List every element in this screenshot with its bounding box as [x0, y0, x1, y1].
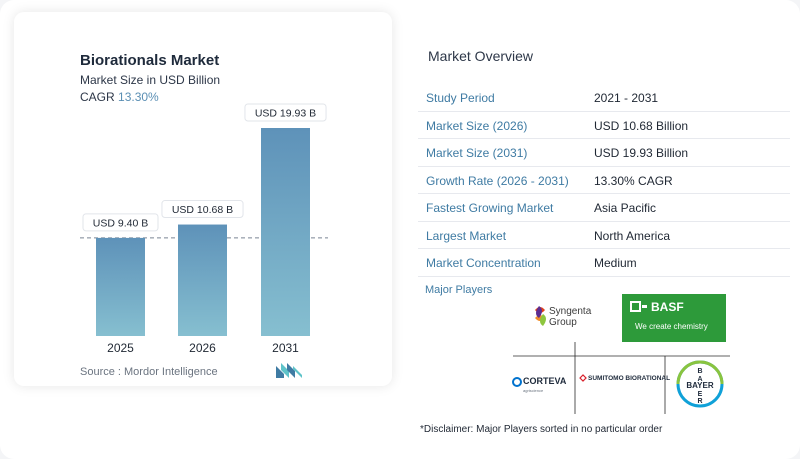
overview-row-value: Medium [594, 256, 637, 270]
chart-title: Biorationals Market [80, 52, 220, 69]
mordor-logo-icon [276, 363, 302, 378]
syngenta-logo-icon [535, 306, 546, 326]
basf-dash-icon [642, 305, 647, 308]
overview-row-value: 2021 - 2031 [594, 91, 659, 105]
data-label-bg [161, 200, 244, 219]
overview-title: Market Overview [428, 48, 534, 64]
overview-row: Study Period 2021 - 2031 [418, 84, 790, 112]
x-tick-label-2026: 2026 [189, 341, 216, 355]
bayer-logo-icon [676, 360, 724, 408]
overview-row-value: 13.30% CAGR [594, 173, 673, 188]
overview-row-label: Largest Market [426, 228, 507, 243]
overview-row: Largest Market North America [418, 222, 790, 249]
sumitomo-name: SUMITOMO BIORATIONAL [588, 375, 670, 382]
overview-row: Market Size (2031) USD 19.93 Billion [418, 139, 790, 167]
overview-row: Growth Rate (2026 - 2031) 13.30% CAGR [418, 167, 790, 194]
major-players-title: Major Players [425, 284, 493, 296]
x-tick-label-2031: 2031 [272, 341, 299, 355]
svg-text:A: A [697, 376, 702, 383]
corteva-logo-icon [512, 377, 522, 387]
bar-2031 [261, 128, 310, 336]
cagr-value: 13.30% [118, 90, 159, 104]
overview-row-value: Asia Pacific [594, 201, 657, 215]
overview-row-label: Study Period [426, 91, 495, 105]
data-label-bg [82, 213, 159, 232]
overview-row-value: USD 19.93 Billion [594, 146, 689, 160]
overview-row: Market Size (2026) USD 10.68 Billion [418, 112, 790, 139]
overview-row: Fastest Growing Market Asia Pacific [418, 194, 790, 222]
bar-chart: USD 9.40 B 2025 USD 10.68 B 2026 USD 19.93 B… [80, 103, 328, 355]
bar-2026 [178, 224, 227, 336]
data-label-2031: USD 19.93 B [255, 108, 316, 120]
overview-row-label: Growth Rate (2026 - 2031) [426, 173, 569, 188]
svg-text:R: R [697, 398, 702, 405]
data-label-2025: USD 9.40 B [93, 217, 148, 229]
cagr-label: CAGR [80, 90, 115, 104]
x-tick-label-2025: 2025 [107, 341, 134, 355]
cagr-line: CAGR 13.30% [80, 90, 159, 104]
player-logos: Syngenta Group BASF We create chemistry … [512, 294, 730, 414]
basf-name: BASF [651, 300, 684, 314]
basf-square-icon [630, 301, 641, 312]
chart-subtitle: Market Size in USD Billion [80, 73, 221, 87]
svg-text:E: E [698, 391, 703, 398]
syngenta-group: Group [549, 317, 577, 328]
basf-tagline: We create chemistry [635, 322, 708, 331]
overview-row-label: Market Size (2031) [426, 146, 528, 160]
svg-text:B: B [697, 368, 702, 375]
overview-row-value: North America [594, 228, 671, 243]
overview-row-value: USD 10.68 Billion [594, 118, 689, 133]
data-label-bg [244, 103, 327, 122]
overview-table: Study Period 2021 - 2031 Market Size (2026… [418, 84, 790, 277]
data-label-2026: USD 10.68 B [172, 204, 233, 216]
corteva-name: CORTEVA [523, 376, 567, 386]
overview-row: Market Concentration Medium [418, 249, 790, 277]
bayer-name: BAYER [686, 381, 713, 390]
overview-row-label: Fastest Growing Market [426, 201, 554, 215]
syngenta-name: Syngenta [549, 306, 592, 317]
disclaimer: *Disclaimer: Major Players sorted in no … [420, 424, 663, 435]
overview-row-label: Market Concentration [426, 256, 541, 270]
corteva-sub: agriscience [523, 388, 544, 393]
sumitomo-logo-icon [579, 374, 587, 382]
bar-2025 [96, 237, 145, 336]
overview-row-label: Market Size (2026) [426, 118, 528, 133]
source-text: Source : Mordor Intelligence [80, 366, 218, 378]
